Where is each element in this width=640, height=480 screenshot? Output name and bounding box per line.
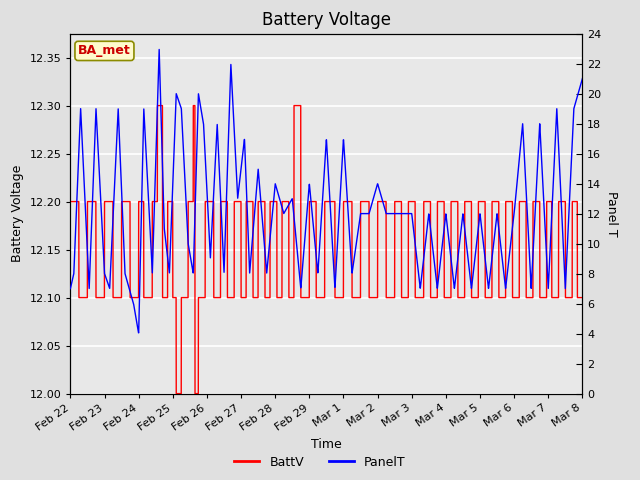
- Text: BA_met: BA_met: [78, 44, 131, 58]
- Title: Battery Voltage: Battery Voltage: [262, 11, 391, 29]
- Legend: BattV, PanelT: BattV, PanelT: [229, 451, 411, 474]
- X-axis label: Time: Time: [311, 438, 342, 451]
- Y-axis label: Battery Voltage: Battery Voltage: [11, 165, 24, 262]
- Y-axis label: Panel T: Panel T: [605, 191, 618, 237]
